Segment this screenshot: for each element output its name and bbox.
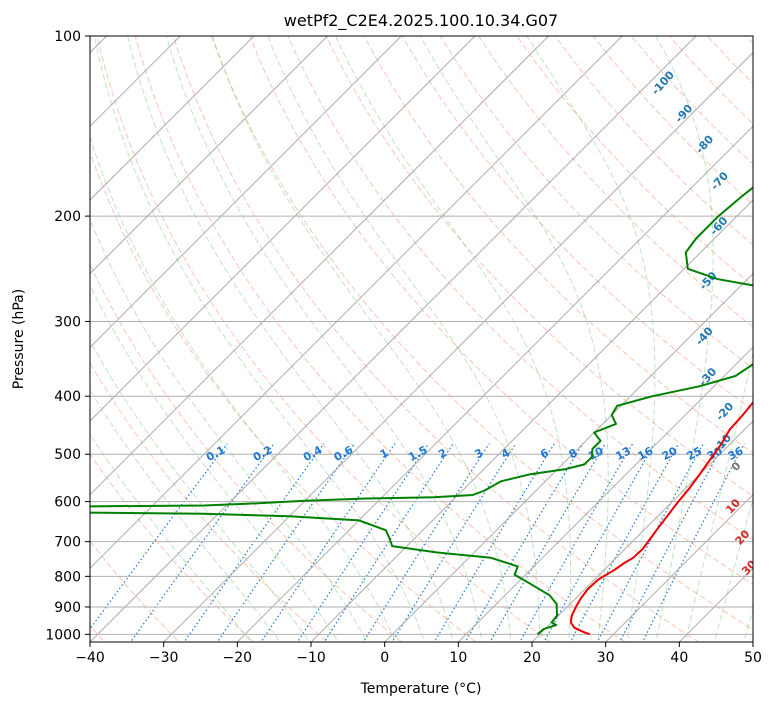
x-tick-label: −40: [75, 650, 105, 666]
x-tick-label: −30: [149, 650, 179, 666]
mixing-ratio-line: [619, 443, 725, 642]
dry-adiabat: [249, 36, 753, 585]
moist-adiabat: [267, 36, 541, 642]
moist-adiabat: [93, 36, 426, 642]
mixing-ratio-label: 25: [685, 444, 705, 463]
y-tick-label: 1000: [45, 627, 81, 643]
mixing-ratio-label: 36: [726, 444, 746, 463]
mixing-ratio-line: [569, 443, 680, 642]
moist-adiabat: [526, 36, 656, 642]
profile-lines: [90, 186, 753, 636]
x-tick-label: 30: [597, 650, 615, 666]
mixing-ratio-line: [323, 443, 454, 642]
x-tick-label: 0: [380, 650, 389, 666]
dry-adiabat: [96, 36, 552, 642]
moist-adiabat: [90, 135, 397, 642]
dry-adiabat: [516, 36, 753, 287]
dry-adiabat: [478, 36, 753, 328]
isotherm-line: [457, 346, 753, 642]
mixing-ratio-line: [296, 443, 429, 642]
isotherm-line: [90, 36, 476, 422]
moist-adiabat: [335, 36, 572, 642]
y-tick-label: 300: [54, 314, 81, 330]
moist-adiabat: [90, 218, 368, 642]
isotherm-line: [90, 36, 329, 275]
isotherm-line: [90, 36, 697, 642]
moist-adiabat: [90, 284, 339, 642]
mixing-ratio-line: [519, 443, 634, 642]
dry-adiabat: [363, 36, 753, 454]
mixing-ratio-line: [129, 443, 275, 642]
mixing-ratio-label: 13: [613, 444, 633, 463]
isotherm-line: [90, 36, 550, 496]
plot-frame: [89, 35, 754, 643]
x-tick-label: −20: [223, 650, 253, 666]
x-tick-label: 10: [449, 650, 467, 666]
isotherm-line: [531, 420, 753, 642]
mixing-ratio-line: [433, 443, 555, 642]
dry-adiabat: [287, 36, 753, 541]
moist-adiabat: [90, 433, 252, 642]
isotherm-line: [236, 125, 753, 642]
isotherm-label: 40: [750, 590, 770, 610]
moist-adiabat: [165, 36, 483, 642]
dry-adiabat: [90, 263, 403, 642]
isotherm-line: [90, 36, 624, 570]
dry-adiabat: [90, 362, 329, 642]
mixing-ratio-line: [489, 443, 606, 642]
mixing-ratio-line: [183, 443, 325, 642]
y-tick-label: 700: [54, 535, 81, 551]
isotherm-line: [162, 51, 753, 642]
dry-adiabat: [90, 540, 180, 642]
axes: −40 −30 −20 −10 0 10 20 30 40 50 100 200 300 400 500 60…: [45, 29, 762, 666]
mixing-ratio-label: 20: [660, 444, 680, 463]
isotherms: [90, 36, 753, 642]
y-tick-label: 500: [54, 447, 81, 463]
moist-adiabat: [90, 388, 281, 642]
y-tick-label: 400: [54, 389, 81, 405]
mixing-ratio-line: [362, 443, 490, 642]
diagram-labels: 0.1 0.2 0.4 0.6 1 1.5 2 3 4 6 8 10 13 16 20 25 30 36-100-…: [204, 68, 770, 611]
dry-adiabats: [90, 36, 753, 642]
x-tick-label: 20: [523, 650, 541, 666]
isotherm-line: [90, 36, 255, 201]
mixing-ratio-label: 16: [636, 444, 656, 463]
dry-adiabat: [401, 36, 753, 411]
mixing-ratio-line: [260, 443, 396, 642]
isotherm-line: [90, 36, 182, 128]
dewpoint-line: [90, 186, 753, 636]
y-tick-label: 100: [54, 29, 81, 45]
moist-adiabat: [90, 339, 310, 642]
dry-adiabat: [172, 36, 700, 642]
temperature-line: [569, 400, 753, 636]
isotherm-line: [383, 272, 753, 642]
moist-adiabat: [419, 36, 609, 642]
isotherm-line: [90, 36, 403, 349]
x-tick-label: 40: [670, 650, 688, 666]
y-tick-label: 900: [54, 600, 81, 616]
isobars: [90, 36, 753, 635]
y-tick-label: 600: [54, 495, 81, 511]
mixing-ratio-line: [596, 443, 704, 642]
x-axis-title: Temperature (°C): [360, 681, 482, 697]
mixing-ratio-line: [464, 443, 584, 642]
y-tick-label: 200: [54, 209, 81, 225]
y-tick-label: 800: [54, 569, 81, 585]
dry-adiabat: [210, 36, 753, 631]
isotherm-line: [310, 199, 753, 642]
dry-adiabat: [325, 36, 753, 497]
chart-title: wetPf2_C2E4.2025.100.10.34.G07: [284, 11, 558, 31]
moist-adiabats: [90, 36, 753, 642]
moist-adiabat: [211, 36, 512, 642]
y-axis-title: Pressure (hPa): [11, 289, 27, 389]
moist-adiabat: [655, 36, 714, 642]
moist-adiabat: [127, 36, 454, 642]
x-tick-label: 50: [744, 650, 762, 666]
x-tick-label: −10: [296, 650, 326, 666]
isotherm-line: [604, 493, 753, 642]
plot-area: 0.1 0.2 0.4 0.6 1 1.5 2 3 4 6 8 10 13 16 20 25 30 36-100-…: [90, 36, 770, 642]
dry-adiabat: [90, 150, 477, 642]
